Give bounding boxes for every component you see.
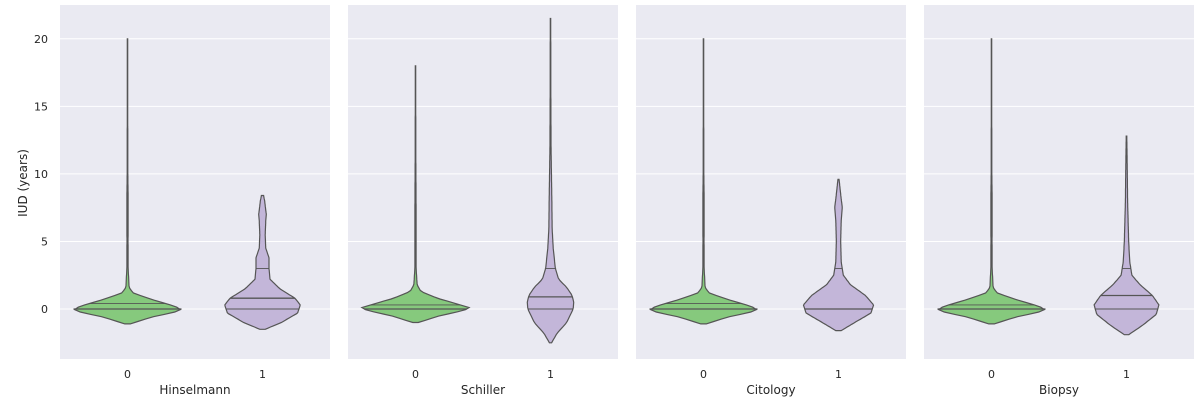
x-tick-label: 1 xyxy=(259,368,266,381)
panel-hinselmann: 0 5 10 15 20 0 1 Hinselmann xyxy=(34,5,330,397)
x-axis-label: Hinselmann xyxy=(159,383,230,397)
violin-1 xyxy=(526,17,575,344)
x-axis-label: Schiller xyxy=(461,383,505,397)
y-tick-label: 20 xyxy=(34,33,48,46)
violin-1 xyxy=(1093,135,1160,336)
x-tick-label: 0 xyxy=(124,368,131,381)
x-tick-label: 0 xyxy=(412,368,419,381)
y-tick-label: 0 xyxy=(41,303,48,316)
x-axis-label: Citology xyxy=(746,383,795,397)
x-tick-label: 1 xyxy=(547,368,554,381)
x-tick-label: 1 xyxy=(1123,368,1130,381)
violin-0 xyxy=(937,38,1046,325)
violin-0 xyxy=(649,38,758,325)
x-tick-label: 1 xyxy=(835,368,842,381)
panel-biopsy: 0 1 Biopsy xyxy=(924,5,1194,397)
violin-1 xyxy=(802,178,875,332)
y-axis-label: IUD (years) xyxy=(16,149,30,217)
y-tick-label: 5 xyxy=(41,235,48,248)
y-tick-label: 15 xyxy=(34,100,48,113)
violin-1 xyxy=(224,194,301,330)
x-axis-label: Biopsy xyxy=(1039,383,1079,397)
violin-0 xyxy=(360,65,471,324)
violin-0 xyxy=(73,38,182,325)
y-tick-label: 10 xyxy=(34,168,48,181)
panel-schiller: 0 1 Schiller xyxy=(348,5,618,397)
panel-citology: 0 1 Citology xyxy=(636,5,906,397)
x-tick-label: 0 xyxy=(700,368,707,381)
x-tick-label: 0 xyxy=(988,368,995,381)
